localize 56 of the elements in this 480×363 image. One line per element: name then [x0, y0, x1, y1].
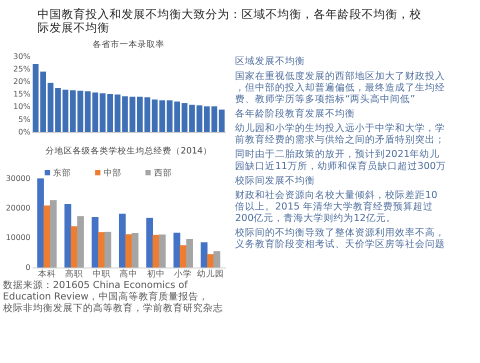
x-tick-label: 高职	[65, 268, 84, 280]
legend-label: 东部	[53, 168, 72, 179]
bar	[98, 232, 105, 268]
y-tick-label: 15%	[13, 90, 30, 99]
text: 校际间的不均衡导致了整体资源利用效率不高，义务教育阶段变相考试、天价学区房等社会问题	[234, 226, 446, 250]
chart-title: 各省市一本录取率	[92, 38, 165, 50]
text: 同时由于二胎政策的放开，预计到2021年幼儿园缺口近11万所，幼师和保育员缺口超过300万	[235, 148, 446, 172]
y-tick-label: 10000	[6, 233, 31, 242]
bar	[180, 245, 187, 268]
bar	[158, 234, 166, 268]
y-tick-label: 10%	[13, 102, 30, 112]
bar	[44, 205, 50, 268]
bar	[152, 100, 158, 132]
x-tick-label: 幼儿园	[196, 268, 224, 280]
source-note: 数据来源：201605 China Economics of Education Review，中国高等教育质量报告，校际非均衡发展下的高等教育，学前教育研究杂志	[2, 278, 223, 314]
bar	[132, 233, 138, 268]
bar	[207, 254, 214, 268]
bar	[186, 238, 193, 268]
y-tick-label: 0%	[18, 127, 30, 136]
x-tick-label: 中职	[92, 268, 110, 280]
legend-label: 中部	[104, 168, 122, 179]
bar	[84, 91, 91, 132]
text: 幼儿园和小学的生均投入远小于中学和大学，学前教育经费的需求与供给之间的矛盾特别突出；	[235, 122, 446, 146]
bar	[104, 232, 112, 268]
text: 区域发展不均衡	[235, 55, 306, 68]
bar	[77, 216, 84, 268]
bar	[200, 242, 208, 268]
text: 各年龄阶段教育发展不均衡	[235, 108, 356, 120]
y-tick-label: 30%	[13, 52, 30, 61]
text: 校际间发展不均衡	[234, 174, 316, 186]
y-tick-label: 0	[26, 262, 31, 272]
bar	[118, 214, 126, 268]
y-tick-label: 5%	[18, 114, 30, 124]
x-tick-label: 高中	[120, 268, 138, 280]
y-tick-label: 30000	[6, 174, 31, 183]
text: 财政和社会资源向名校大量倾斜，校际差距10倍以上。2015 年清华大学教育经费预算超过200亿元，青海大学则约为12亿元。	[235, 188, 438, 224]
bar	[64, 204, 72, 268]
y-tick-label: 25%	[13, 64, 30, 74]
text: 国家在重视低度发展的西部地区加大了财政投入，但中部的投入却普遍偏低，最终造成了生均经费、教师学历等多项指标“两头高中间低”	[235, 70, 446, 105]
x-tick-label: 小学	[174, 268, 192, 280]
y-tick-label: 20%	[13, 77, 30, 86]
y-tick-label: 20000	[6, 204, 31, 213]
bar	[92, 217, 98, 268]
text: 中国教育投入和发展不均衡大致分为：区域不均衡，各年龄段不均衡，校际发展不均衡	[38, 6, 422, 34]
chart-title: 分地区各级各类学校生均总经费（2014）	[46, 145, 212, 156]
x-tick-label: 本科	[38, 268, 56, 280]
bar	[218, 110, 225, 132]
x-tick-label: 初中	[146, 268, 165, 280]
bar	[37, 178, 44, 268]
bar	[146, 218, 153, 268]
legend-label: 西部	[154, 168, 172, 179]
bar	[152, 234, 160, 268]
bar	[213, 251, 220, 268]
bar	[173, 232, 180, 268]
bar	[92, 92, 98, 132]
bar	[50, 200, 57, 268]
